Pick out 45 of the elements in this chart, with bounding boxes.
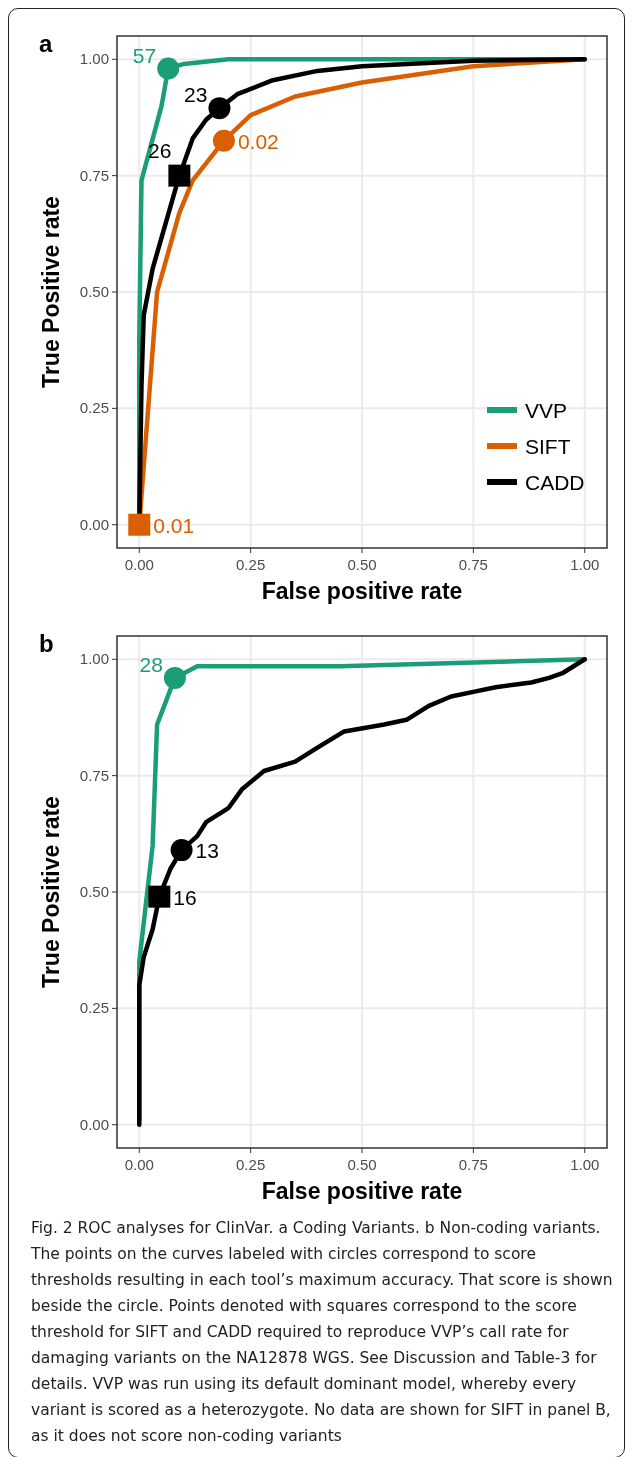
- annotation: 0.02: [237, 129, 279, 153]
- point: [170, 839, 193, 862]
- chart-title: b: [39, 630, 54, 657]
- y-tick-label: 1.00: [79, 50, 109, 68]
- x-tick-label: 0.75: [458, 556, 488, 573]
- chart-title: a: [39, 30, 53, 57]
- point: [148, 885, 171, 908]
- text: Fig. 2 ROC analyses for ClinVar. a Coding Variants. b Non-coding variants. The points on the curves labeled with circles correspond to score thresholds resulting in each tool’s maximum accuracy. That score is shown beside the circle. Points denoted with squares correspond to the score threshold for SIFT and CADD required to reproduce VVP’s call rate for damaging variants on the NA12878 WGS. See Discussion and Table-3 for details. VVP was run using its default dominant model, whereby every variant is scored as a heterozygote. No data are shown for SIFT in panel B, as it does not score non-coding variants: [31, 1219, 613, 1445]
- x-axis-title: False positive rate: [261, 1178, 463, 1204]
- x-tick-label: 0.50: [347, 1156, 377, 1173]
- y-tick-label: 0.25: [79, 399, 109, 417]
- point: [163, 666, 186, 689]
- legend-label: SIFT: [525, 435, 571, 458]
- annotation: 23: [184, 83, 208, 107]
- point: [157, 57, 180, 80]
- y-axis-title: True Positive rate: [38, 196, 64, 388]
- y-tick-label: 0.75: [79, 766, 109, 784]
- x-tick-label: 0.25: [236, 1156, 266, 1173]
- legend-label: VVP: [525, 399, 568, 422]
- annotation: 13: [195, 839, 219, 863]
- y-tick-label: 0.00: [79, 515, 109, 533]
- legend-label: CADD: [525, 471, 585, 494]
- point: [128, 513, 151, 536]
- y-tick-label: 0.50: [79, 283, 109, 300]
- x-axis-title: False positive rate: [261, 578, 463, 604]
- annotation: 0.01: [153, 513, 195, 537]
- annotation: 57: [132, 43, 157, 67]
- x-tick-label: 0.50: [347, 556, 377, 573]
- annotation: 28: [139, 652, 163, 676]
- y-axis-title: True Positive rate: [38, 796, 64, 988]
- point: [212, 129, 235, 152]
- y-tick-label: 0.75: [79, 166, 109, 184]
- y-tick-label: 0.25: [79, 999, 109, 1017]
- y-tick-label: 0.50: [79, 883, 109, 900]
- point: [208, 97, 231, 120]
- y-tick-label: 0.00: [79, 1115, 109, 1133]
- y-tick-label: 1.00: [79, 650, 109, 668]
- x-tick-label: 0.00: [124, 556, 154, 573]
- x-tick-label: 0.25: [236, 556, 266, 573]
- point: [168, 164, 191, 187]
- annotation: 16: [173, 885, 197, 909]
- x-tick-label: 0.00: [124, 1156, 154, 1173]
- x-tick-label: 1.00: [570, 1156, 600, 1173]
- x-tick-label: 0.75: [458, 1156, 488, 1173]
- x-tick-label: 1.00: [570, 556, 600, 573]
